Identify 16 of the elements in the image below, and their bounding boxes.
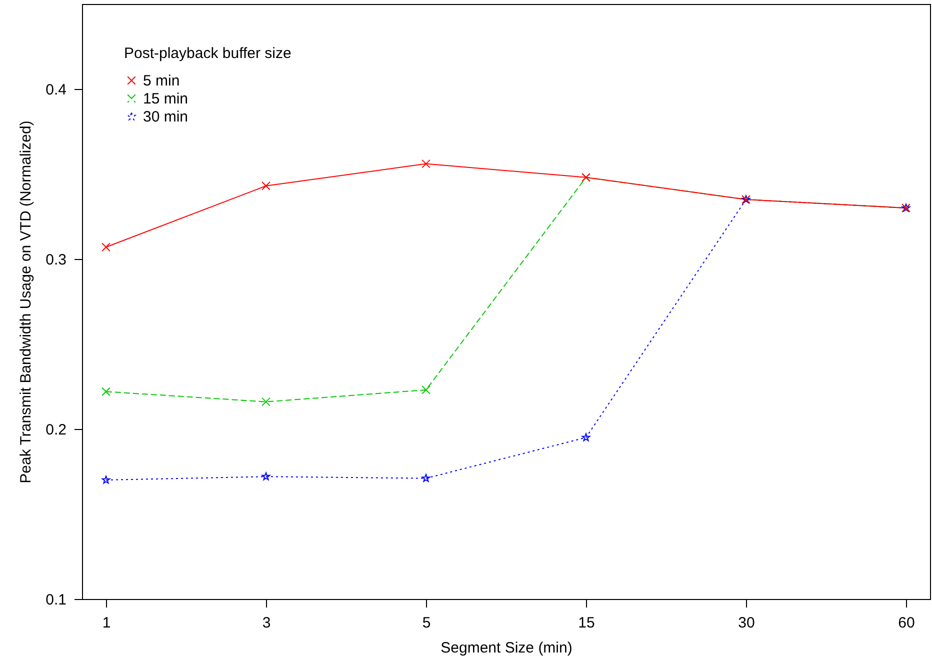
y-axis-title: Peak Transmit Bandwidth Usage on VTD (Normalized) <box>18 120 35 484</box>
y-tick-label: 0.1 <box>46 592 66 608</box>
x-tick-label: 15 <box>578 614 595 632</box>
legend-label: 30 min <box>143 108 188 126</box>
y-tick-label: 0.3 <box>46 252 66 268</box>
y-tick-label: 0.4 <box>46 82 66 98</box>
x-tick-label: 1 <box>102 614 111 632</box>
legend-label: 5 min <box>143 72 180 90</box>
y-tick-label: 0.2 <box>46 422 66 438</box>
legend-label: 15 min <box>143 90 188 108</box>
x-tick-label: 5 <box>422 614 431 632</box>
x-tick-label: 60 <box>898 614 915 632</box>
x-tick-label: 30 <box>738 614 755 632</box>
x-axis-title: Segment Size (min) <box>440 640 572 656</box>
x-tick-label: 3 <box>262 614 271 632</box>
legend-title: Post-playback buffer size <box>124 45 292 62</box>
